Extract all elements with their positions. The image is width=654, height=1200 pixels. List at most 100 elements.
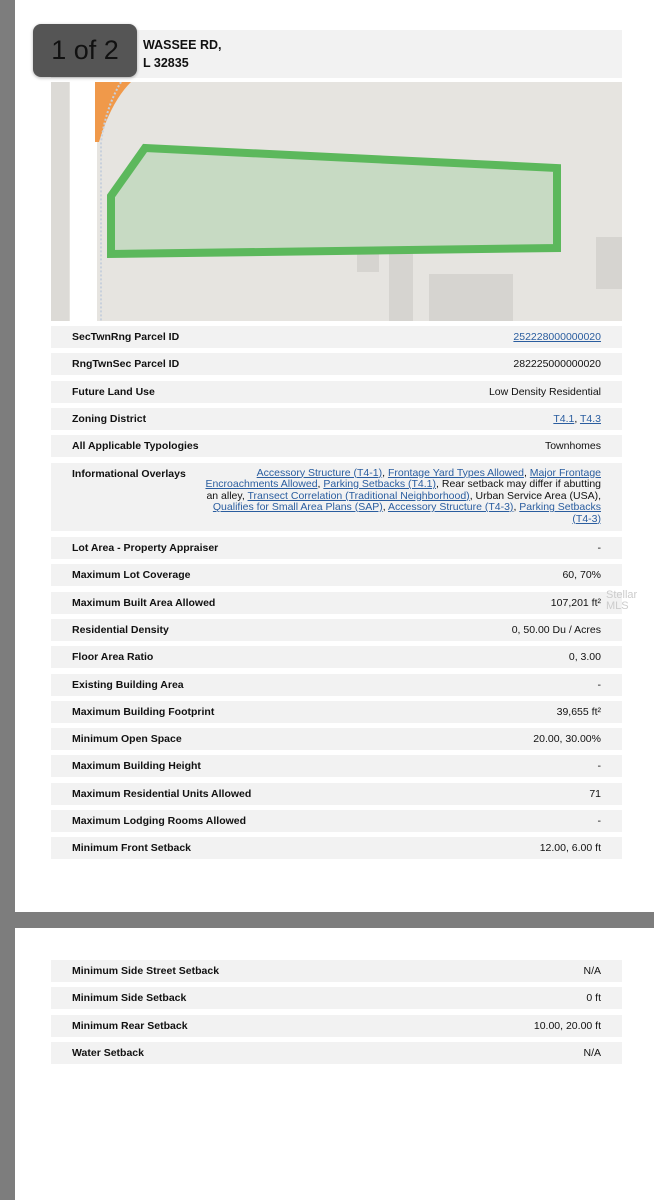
row-value: 252228000000020 [513, 331, 601, 343]
table-row: Minimum Side Setback 0 ft [51, 987, 622, 1010]
row-label: Residential Density [72, 623, 169, 636]
row-label: Floor Area Ratio [72, 651, 154, 664]
table-row: Existing Building Area - [51, 673, 622, 696]
table-row: Informational Overlays Accessory Structur… [51, 462, 622, 531]
row-value: 60, 70% [562, 569, 601, 581]
value-text: N/A [583, 1046, 601, 1059]
table-row: Water Setback N/A [51, 1041, 622, 1064]
row-value: 12.00, 6.00 ft [540, 842, 601, 854]
table-row: Minimum Rear Setback 10.00, 20.00 ft [51, 1014, 622, 1037]
row-label: All Applicable Typologies [72, 440, 199, 453]
overlay-text: Urban Service Area (USA) [475, 489, 599, 502]
address-line-1: WASSEE RD, [143, 38, 222, 52]
value-text: - [597, 542, 602, 554]
parcel-outline [107, 143, 561, 259]
table-row: Minimum Front Setback 12.00, 6.00 ft [51, 837, 622, 860]
row-label: Existing Building Area [72, 678, 184, 691]
value-text: - [597, 678, 602, 691]
table-row: Maximum Lot Coverage 60, 70% [51, 564, 622, 587]
table-row: SecTwnRng Parcel ID 252228000000020 [51, 326, 622, 348]
table-row: Maximum Building Height - [51, 755, 622, 778]
table-row: Maximum Lodging Rooms Allowed - [51, 810, 622, 832]
row-label: Maximum Lot Coverage [72, 569, 191, 582]
table-row: RngTwnSec Parcel ID 282225000000020 [51, 353, 622, 376]
value-text: Townhomes [544, 440, 601, 453]
row-value: - [598, 815, 602, 827]
value-text: 107,201 ft² [550, 596, 601, 609]
row-value: - [598, 760, 602, 772]
row-value: 20.00, 30.00% [533, 733, 601, 745]
row-label: Lot Area - Property Appraiser [72, 542, 219, 554]
row-value: 10.00, 20.00 ft [534, 1020, 601, 1032]
table-row: All Applicable Typologies Townhomes [51, 435, 622, 458]
overlay-link[interactable]: Qualifies for Small Area Plans (SAP) [212, 501, 383, 513]
row-value: 282225000000020 [513, 358, 601, 370]
row-label: Zoning District [72, 412, 147, 425]
zoning-link[interactable]: T4.3 [579, 412, 601, 425]
row-value: 39,655 ft² [557, 706, 601, 718]
value-text: 20.00, 30.00% [533, 733, 601, 746]
row-label: Future Land Use [72, 385, 155, 398]
row-value: - [598, 542, 602, 554]
row-value: Townhomes [545, 440, 601, 452]
row-value: 0, 50.00 Du / Acres [512, 624, 601, 636]
table-row: Maximum Residential Units Allowed 71 [51, 782, 622, 805]
row-label: Maximum Built Area Allowed [72, 596, 216, 609]
table-row: Minimum Open Space 20.00, 30.00% [51, 728, 622, 751]
row-label: Maximum Building Footprint [72, 705, 215, 718]
table-row: Maximum Built Area Allowed 107,201 ft² [51, 591, 622, 614]
overlay-link[interactable]: Parking Setbacks (T4-3) [519, 501, 601, 525]
watermark: Stellar MLS [606, 589, 638, 612]
address-header: WASSEE RD, L 32835 [51, 30, 622, 78]
table-row: Lot Area - Property Appraiser - [51, 537, 622, 559]
row-value: 0 ft [586, 992, 601, 1004]
parcel-map[interactable] [51, 82, 622, 321]
table-row: Future Land Use Low Density Residential [51, 380, 622, 403]
row-label: SecTwnRng Parcel ID [72, 331, 180, 343]
row-label: Informational Overlays [72, 467, 186, 480]
zoning-link[interactable]: T4.1 [553, 412, 575, 425]
row-value: Low Density Residential [489, 386, 601, 398]
overlay-link[interactable]: Accessory Structure (T4-3) [387, 501, 514, 513]
overlay-text: Rear setback may differ if abutting an a… [206, 478, 601, 502]
value-text: 0 ft [586, 992, 601, 1005]
row-label: RngTwnSec Parcel ID [72, 358, 180, 371]
parcel-link[interactable]: 252228000000020 [513, 331, 601, 343]
row-value: N/A [583, 965, 601, 977]
value-text: N/A [583, 965, 601, 977]
row-label: Maximum Residential Units Allowed [72, 787, 252, 800]
row-label: Minimum Front Setback [72, 842, 192, 855]
row-value: - [598, 679, 602, 691]
table-row: Maximum Building Footprint 39,655 ft² [51, 700, 622, 723]
value-text: 39,655 ft² [556, 705, 601, 718]
value-text: 10.00, 20.00 ft [533, 1019, 601, 1032]
table-row: Floor Area Ratio 0, 3.00 [51, 646, 622, 669]
value-text: 71 [589, 787, 601, 800]
row-label: Maximum Lodging Rooms Allowed [72, 815, 247, 827]
overlay-link[interactable]: Accessory Structure (T4-1) [256, 466, 383, 479]
overlay-link[interactable]: Frontage Yard Types Allowed [387, 466, 524, 479]
row-value: 71 [589, 788, 601, 800]
overlay-link[interactable]: Parking Setbacks (T4.1) [323, 478, 437, 490]
row-label: Water Setback [72, 1046, 144, 1059]
value-text: Low Density Residential [488, 385, 601, 398]
row-value: 107,201 ft² [551, 597, 601, 609]
row-value: T4.1, T4.3 [553, 412, 601, 425]
row-label: Minimum Side Setback [72, 992, 187, 1005]
row-value: N/A [583, 1047, 601, 1059]
row-label: Minimum Side Street Setback [72, 965, 220, 977]
table-row: Zoning District T4.1, T4.3 [51, 407, 622, 430]
table-row: Residential Density 0, 50.00 Du / Acres [51, 618, 622, 641]
overlay-link[interactable]: Major Frontage Encroachments Allowed [205, 466, 601, 490]
row-label: Minimum Open Space [72, 733, 182, 746]
overlay-link[interactable]: Transect Correlation (Traditional Neighb… [247, 489, 470, 502]
table-row: Minimum Side Street Setback N/A [51, 960, 622, 982]
value-text: - [597, 815, 602, 827]
address-line-2: L 32835 [143, 56, 189, 70]
row-value: 0, 3.00 [569, 651, 601, 663]
value-text: - [597, 760, 602, 773]
row-label: Minimum Rear Setback [72, 1019, 188, 1032]
value-text: 0, 50.00 Du / Acres [511, 623, 601, 636]
value-text: 0, 3.00 [568, 651, 601, 664]
value-text: 12.00, 6.00 ft [539, 842, 601, 855]
